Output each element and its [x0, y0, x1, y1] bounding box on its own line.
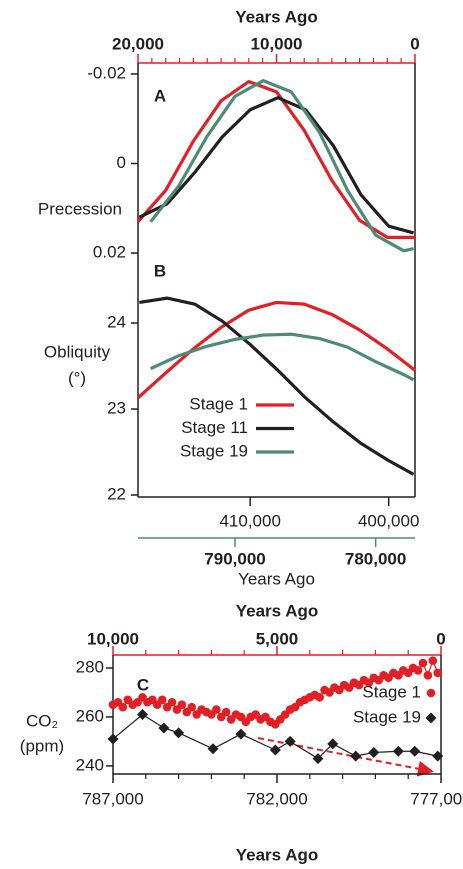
series-line [139, 296, 415, 476]
y-tick-label: 24 [107, 313, 126, 332]
y-tick-label: 22 [107, 484, 126, 503]
y-axis-title: (°) [68, 368, 86, 387]
data-point [413, 666, 423, 675]
y-tick-label: 260 [76, 706, 104, 725]
panel-label: B [154, 261, 166, 280]
series-line [136, 300, 416, 400]
y-tick-label: 23 [107, 399, 126, 418]
data-point [327, 738, 339, 750]
series-line [149, 332, 415, 382]
y-tick-label: 280 [76, 657, 104, 676]
data-point [177, 700, 187, 710]
data-point [107, 733, 119, 745]
x-tick-label: 787,000 [82, 789, 143, 808]
x-tick-label: 790,000 [204, 549, 265, 568]
data-point [350, 750, 362, 762]
data-point [207, 743, 219, 755]
data-point [269, 744, 281, 756]
data-point [432, 750, 444, 762]
x-tick-label: 10,000 [87, 629, 139, 648]
data-point [118, 702, 128, 712]
y-axis-title: CO₂ [26, 711, 58, 730]
panel-label: C [137, 675, 149, 694]
data-point [235, 728, 247, 740]
trend-arrow [257, 737, 434, 777]
data-point [137, 709, 149, 720]
data-point [418, 658, 428, 668]
series-line [136, 79, 415, 239]
data-point [221, 707, 231, 717]
x-tick-label: 0 [410, 34, 419, 53]
legend-marker [426, 688, 436, 698]
y-tick-label: 240 [76, 755, 104, 774]
data-point [158, 722, 170, 734]
series-line [138, 96, 415, 235]
data-point [187, 702, 197, 712]
x-tick-label: 10,000 [251, 34, 303, 53]
x-axis-title: Years Ago [238, 569, 315, 588]
data-point [423, 671, 433, 680]
y-tick-label: -0.02 [87, 63, 126, 82]
legend-label: Stage 11 [181, 418, 248, 437]
x-axis-title: Years Ago [235, 7, 318, 26]
y-axis-title: Precession [38, 199, 122, 218]
legend-label: Stage 19 [180, 441, 248, 460]
x-tick-label: 410,000 [219, 511, 280, 530]
data-point [428, 656, 438, 665]
x-tick-label: 780,000 [345, 549, 406, 568]
y-axis-title: Obliquity [44, 342, 111, 361]
y-axis-title: (ppm) [20, 736, 64, 755]
y-tick-label: 0 [117, 153, 126, 172]
data-point [433, 668, 443, 678]
data-point [312, 753, 324, 765]
series-line [149, 79, 414, 253]
x-tick-label: 5,000 [256, 629, 299, 648]
data-point [392, 745, 404, 757]
data-point [368, 746, 380, 758]
data-point [409, 745, 421, 757]
x-axis-title: Years Ago [236, 601, 319, 620]
data-point [212, 705, 221, 714]
data-point [173, 727, 185, 739]
legend-label: Stage 1 [189, 394, 248, 413]
x-tick-label: 400,000 [358, 511, 419, 530]
legend-marker [425, 712, 437, 724]
data-point [284, 735, 296, 747]
x-tick-label: 0 [436, 629, 445, 648]
data-point [315, 693, 324, 702]
data-point [157, 695, 167, 705]
panel-label: A [154, 86, 166, 105]
x-axis-title: Years Ago [236, 845, 319, 864]
legend-label: Stage 1 [362, 682, 421, 701]
x-tick-label: 20,000 [112, 34, 164, 53]
legend-label: Stage 19 [353, 707, 421, 726]
data-point [167, 697, 177, 707]
x-tick-label: 777,000 [410, 789, 463, 808]
y-tick-label: 0.02 [93, 243, 126, 262]
x-tick-label: 782,000 [246, 789, 307, 808]
